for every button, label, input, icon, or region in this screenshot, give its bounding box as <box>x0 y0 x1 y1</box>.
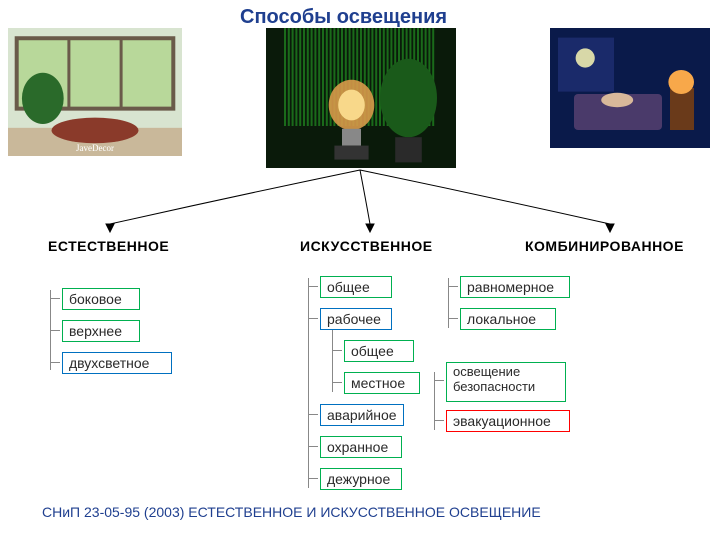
category-artificial: ИСКУССТВЕННОЕ <box>300 238 433 254</box>
rabochee-sub-0: общее <box>344 340 414 362</box>
obshchee-side-1: локальное <box>460 308 556 330</box>
natural-item-1: верхнее <box>62 320 140 342</box>
avariynoe-side-0: освещение безопасности <box>446 362 566 402</box>
rabochee-sub-1: местное <box>344 372 420 394</box>
obshchee-side-0: равномерное <box>460 276 570 298</box>
natural-item-0: боковое <box>62 288 140 310</box>
natural-item-2: двухсветное <box>62 352 172 374</box>
bracket-artificial <box>308 278 309 488</box>
category-natural: ЕСТЕСТВЕННОЕ <box>48 238 169 254</box>
artificial-item-0: общее <box>320 276 392 298</box>
footer-citation: СНиП 23-05-95 (2003) ЕСТЕСТВЕННОЕ И ИСКУ… <box>42 504 541 520</box>
avariynoe-side-1: эвакуационное <box>446 410 570 432</box>
artificial-item-2: аварийное <box>320 404 404 426</box>
branch-connectors <box>0 0 720 260</box>
artificial-item-3: охранное <box>320 436 402 458</box>
artificial-item-1: рабочее <box>320 308 392 330</box>
artificial-item-4: дежурное <box>320 468 402 490</box>
category-combined: КОМБИНИРОВАННОЕ <box>525 238 684 254</box>
